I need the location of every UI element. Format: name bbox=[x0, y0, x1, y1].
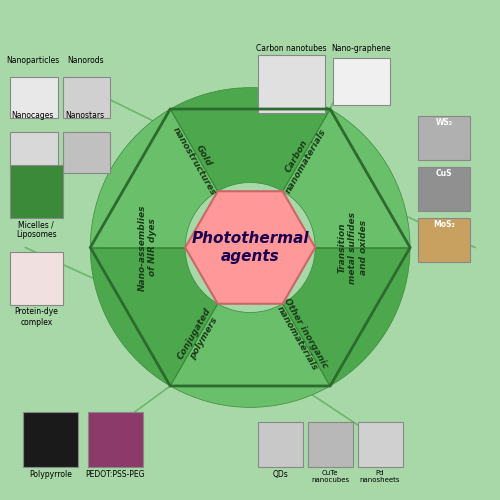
Text: Nanorods: Nanorods bbox=[67, 56, 104, 65]
FancyBboxPatch shape bbox=[10, 165, 63, 218]
Text: Carbon nanotubes: Carbon nanotubes bbox=[256, 44, 326, 52]
FancyBboxPatch shape bbox=[258, 422, 302, 468]
FancyBboxPatch shape bbox=[332, 58, 390, 105]
FancyBboxPatch shape bbox=[23, 412, 78, 468]
FancyBboxPatch shape bbox=[418, 218, 470, 262]
Polygon shape bbox=[170, 88, 330, 191]
FancyBboxPatch shape bbox=[63, 132, 110, 172]
Text: PEDOT:PSS-PEG: PEDOT:PSS-PEG bbox=[86, 470, 145, 479]
Text: Nanostars: Nanostars bbox=[66, 111, 105, 120]
Text: Polypyrrole: Polypyrrole bbox=[29, 470, 72, 479]
Text: Micelles /
Liposomes: Micelles / Liposomes bbox=[16, 220, 56, 240]
Text: Pd
nanosheets: Pd nanosheets bbox=[360, 470, 401, 483]
Text: MoS₂: MoS₂ bbox=[433, 220, 455, 229]
FancyBboxPatch shape bbox=[358, 422, 403, 468]
Text: QDs: QDs bbox=[272, 470, 288, 479]
Text: Nanocages: Nanocages bbox=[12, 111, 54, 120]
FancyBboxPatch shape bbox=[10, 77, 58, 118]
FancyBboxPatch shape bbox=[418, 116, 470, 160]
Polygon shape bbox=[90, 248, 218, 386]
Text: Nano-assemblies
of NIR dyes: Nano-assemblies of NIR dyes bbox=[138, 204, 158, 291]
Text: Nanoparticles: Nanoparticles bbox=[6, 56, 60, 65]
Polygon shape bbox=[170, 304, 330, 408]
FancyBboxPatch shape bbox=[308, 422, 352, 468]
Text: CuTe
nanocubes: CuTe nanocubes bbox=[311, 470, 349, 483]
Polygon shape bbox=[185, 191, 315, 304]
Text: Transition
metal sulfides
and oxides: Transition metal sulfides and oxides bbox=[338, 212, 368, 284]
Polygon shape bbox=[90, 109, 218, 248]
Text: Conjugated
polymers: Conjugated polymers bbox=[176, 306, 222, 366]
Text: WS₂: WS₂ bbox=[436, 118, 452, 126]
Text: Protein-dye
complex: Protein-dye complex bbox=[14, 308, 59, 327]
FancyBboxPatch shape bbox=[10, 132, 58, 172]
FancyBboxPatch shape bbox=[418, 167, 470, 211]
Text: Photothermal
agents: Photothermal agents bbox=[192, 232, 309, 264]
Polygon shape bbox=[282, 109, 410, 248]
FancyBboxPatch shape bbox=[258, 55, 325, 112]
FancyBboxPatch shape bbox=[63, 77, 110, 118]
FancyBboxPatch shape bbox=[10, 252, 63, 305]
Polygon shape bbox=[282, 248, 410, 386]
Text: Other inorganic
nanomaterials: Other inorganic nanomaterials bbox=[273, 297, 330, 376]
Text: Nano-graphene: Nano-graphene bbox=[332, 44, 391, 52]
Text: Gold
nanostructures: Gold nanostructures bbox=[171, 120, 226, 197]
Text: CuS: CuS bbox=[436, 169, 452, 178]
FancyBboxPatch shape bbox=[88, 412, 143, 468]
Text: Carbon
nanomaterials: Carbon nanomaterials bbox=[274, 122, 328, 196]
